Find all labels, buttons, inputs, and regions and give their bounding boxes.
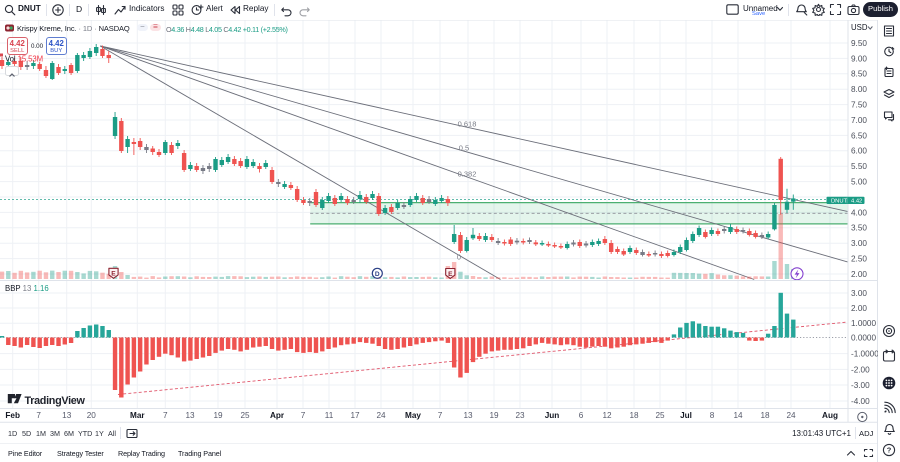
svg-text:13: 13	[62, 411, 72, 420]
svg-text:24: 24	[786, 411, 796, 420]
svg-text:Vol 15.53M: Vol 15.53M	[5, 55, 43, 64]
svg-text:14: 14	[733, 411, 743, 420]
svg-text:12: 12	[602, 411, 612, 420]
svg-text:USD: USD	[851, 23, 868, 32]
svg-text:3.00: 3.00	[851, 239, 867, 248]
svg-text:4.42: 4.42	[851, 199, 862, 205]
svg-text:?: ?	[886, 446, 891, 455]
svg-text:0: 0	[457, 253, 461, 262]
svg-text:7: 7	[36, 411, 41, 420]
svg-text:13: 13	[185, 411, 195, 420]
svg-text:18: 18	[629, 411, 639, 420]
svg-text:0.618: 0.618	[458, 120, 477, 129]
svg-text:Mar: Mar	[130, 411, 145, 420]
svg-text:TradingView: TradingView	[25, 395, 86, 407]
svg-text:2.00: 2.00	[851, 304, 867, 313]
svg-text:5.00: 5.00	[851, 178, 867, 187]
svg-text:7.50: 7.50	[851, 101, 867, 110]
svg-text:Aug: Aug	[822, 411, 838, 420]
svg-text:6.50: 6.50	[851, 131, 867, 140]
svg-text:20: 20	[87, 411, 97, 420]
svg-text:E: E	[111, 271, 116, 278]
svg-text:3.00: 3.00	[851, 289, 867, 298]
svg-text:Apr: Apr	[270, 411, 285, 420]
svg-text:-4.00: -4.00	[851, 397, 870, 406]
svg-text:6: 6	[579, 411, 584, 420]
svg-text:5.50: 5.50	[851, 162, 867, 171]
svg-text:-3.00: -3.00	[851, 381, 870, 390]
svg-text:4.00: 4.00	[851, 208, 867, 217]
svg-text:17: 17	[350, 411, 360, 420]
svg-text:9.00: 9.00	[851, 54, 867, 63]
svg-text:3.50: 3.50	[851, 224, 867, 233]
svg-text:D: D	[375, 271, 380, 278]
svg-text:DNUT: DNUT	[831, 199, 848, 205]
svg-text:Jul: Jul	[680, 411, 692, 420]
svg-text:25: 25	[655, 411, 665, 420]
svg-text:7: 7	[301, 411, 306, 420]
svg-text:0.382: 0.382	[458, 170, 477, 179]
svg-text:18: 18	[760, 411, 770, 420]
svg-text:Feb: Feb	[5, 411, 20, 420]
svg-text:23: 23	[515, 411, 525, 420]
svg-text:24: 24	[376, 411, 386, 420]
svg-text:25: 25	[240, 411, 250, 420]
svg-text:0.0000: 0.0000	[851, 334, 876, 343]
svg-text:-2.00: -2.00	[851, 365, 870, 374]
svg-text:11: 11	[325, 411, 334, 420]
svg-text:19: 19	[213, 411, 223, 420]
svg-text:19: 19	[489, 411, 499, 420]
svg-text:9.50: 9.50	[851, 39, 867, 48]
svg-text:E: E	[448, 271, 453, 278]
svg-text:7: 7	[438, 411, 443, 420]
svg-text:0.5: 0.5	[459, 144, 469, 153]
svg-text:Jun: Jun	[545, 411, 560, 420]
svg-text:1.0000: 1.0000	[851, 319, 876, 328]
svg-text:8: 8	[710, 411, 715, 420]
svg-text:7.00: 7.00	[851, 116, 867, 125]
svg-text:May: May	[405, 411, 421, 420]
svg-text:-1.0000: -1.0000	[851, 350, 879, 359]
svg-text:2.50: 2.50	[851, 255, 867, 264]
svg-text:BBP 13 1.16: BBP 13 1.16	[5, 284, 49, 293]
svg-text:7: 7	[163, 411, 168, 420]
svg-text:2.00: 2.00	[851, 270, 867, 279]
svg-text:13: 13	[463, 411, 473, 420]
svg-text:8.00: 8.00	[851, 85, 867, 94]
svg-text:8.50: 8.50	[851, 70, 867, 79]
svg-text:6.00: 6.00	[851, 147, 867, 156]
